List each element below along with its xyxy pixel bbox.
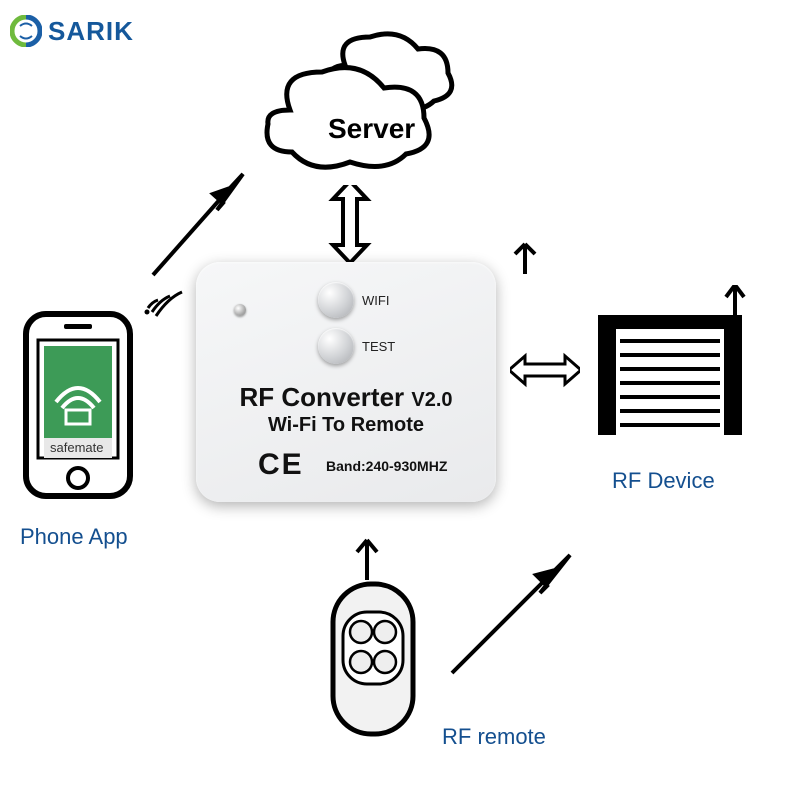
rf-device-label: RF Device: [612, 468, 715, 494]
brand-name: SARIK: [48, 16, 134, 47]
logo-icon: [10, 15, 42, 47]
antenna-icon: [510, 236, 540, 276]
wifi-button-label: WIFI: [362, 293, 389, 308]
led-indicator: [234, 304, 246, 316]
test-button-label: TEST: [362, 339, 395, 354]
converter-subtitle: Wi-Fi To Remote: [196, 414, 496, 437]
wifi-icon: [142, 268, 192, 318]
band-label: Band:240-930MHZ: [326, 458, 447, 474]
rf-remote-device: [323, 578, 423, 748]
converter-title-text: RF Converter: [239, 382, 404, 412]
brand-logo: SARIK: [10, 15, 134, 47]
converter-version: V2.0: [411, 389, 452, 411]
server-label: Server: [328, 113, 415, 145]
ce-mark: CE: [258, 448, 304, 482]
test-button[interactable]: [318, 328, 354, 364]
arrow-converter-rfdevice: [510, 350, 580, 390]
converter-title: RF Converter V2.0: [196, 382, 496, 413]
remote-antenna-icon: [352, 532, 382, 582]
arrow-server-converter: [320, 185, 380, 265]
rf-converter-device: WIFI TEST RF Converter V2.0 Wi-Fi To Rem…: [196, 262, 496, 502]
arrow-remote-to-device: [440, 545, 600, 705]
wifi-button[interactable]: [318, 282, 354, 318]
phone-label: Phone App: [20, 524, 128, 550]
rf-remote-label: RF remote: [442, 724, 546, 750]
phone-device: safemate: [22, 310, 134, 500]
rf-device: [590, 285, 750, 435]
phone-app-name: safemate: [50, 440, 103, 455]
